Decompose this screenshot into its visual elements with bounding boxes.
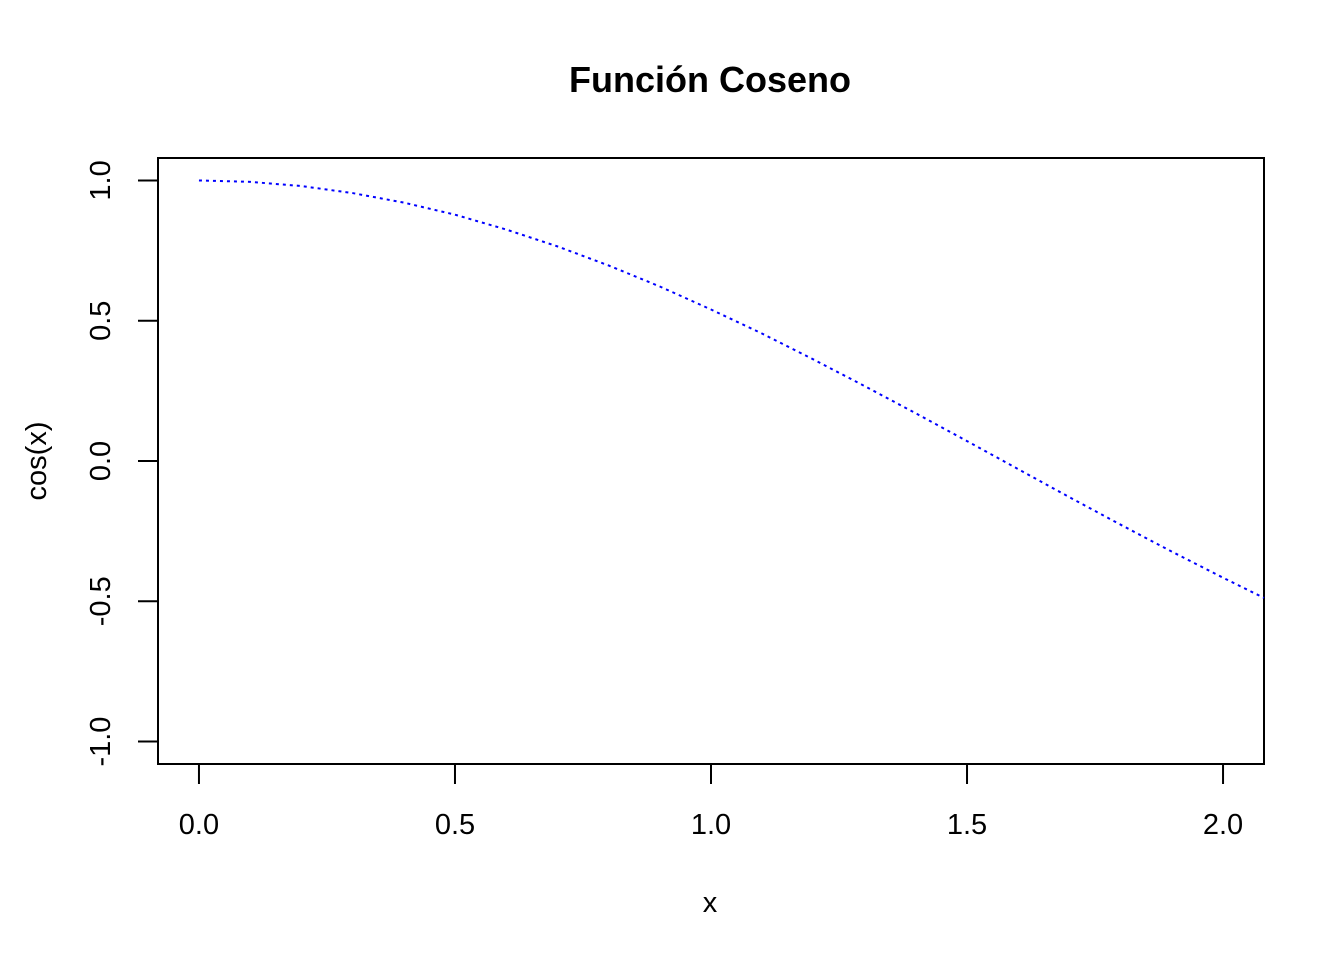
x-tick-label: 0.5 [435,809,475,841]
x-tick-label: 2.0 [1203,809,1243,841]
chart-title: Función Coseno [569,59,851,100]
cosine-series-line [198,179,1265,599]
y-tick-label: 1.0 [85,160,117,200]
y-tick-label: 0.5 [85,301,117,341]
y-tick-label: -0.5 [85,576,117,626]
y-axis: -1.0 -0.5 0.0 0.5 1.0 [85,160,159,767]
x-axis: 0.0 0.5 1.0 1.5 2.0 [179,763,1243,841]
y-axis-label: cos(x) [21,422,53,501]
y-tick-label: 0.0 [85,441,117,481]
x-tick-label: 1.5 [947,809,987,841]
x-tick-label: 1.0 [691,809,731,841]
series-layer [198,179,1265,599]
x-axis-label: x [703,887,718,919]
y-tick-label: -1.0 [85,717,117,767]
plot-frame [157,157,1265,765]
x-tick-label: 0.0 [179,809,219,841]
